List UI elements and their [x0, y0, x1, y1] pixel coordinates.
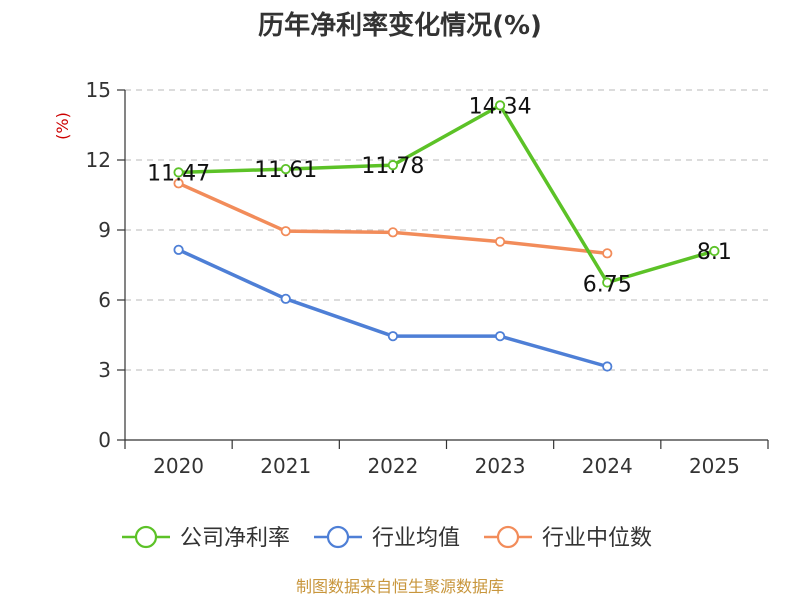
- series-1: [173, 244, 613, 372]
- legend-swatch-marker: [134, 525, 158, 549]
- legend-label: 行业均值: [372, 526, 460, 551]
- legend-label: 行业中位数: [542, 526, 652, 551]
- series-layer: [173, 100, 720, 372]
- data-point: [602, 361, 613, 372]
- y-tick-label: 12: [86, 148, 111, 172]
- x-tick-label: 2022: [367, 454, 418, 478]
- y-axis-label: (%): [53, 112, 72, 140]
- data-point: [602, 277, 613, 288]
- data-point: [494, 100, 506, 111]
- x-tick-label: 2025: [689, 454, 740, 478]
- data-point: [494, 331, 506, 342]
- data-point: [280, 164, 291, 175]
- legend-item-2: 行业中位数: [484, 525, 652, 551]
- y-tick-label: 6: [98, 288, 111, 312]
- source-note: 制图数据来自恒生聚源数据库: [296, 577, 504, 596]
- series-line: [177, 181, 608, 256]
- legend-label: 公司净利率: [180, 526, 290, 551]
- data-point: [280, 226, 291, 237]
- series-2: [173, 178, 613, 259]
- data-point: [387, 160, 399, 171]
- data-point: [387, 331, 399, 342]
- data-label: 6.75: [583, 273, 632, 298]
- x-tick-label: 2020: [153, 454, 204, 478]
- chart-title: 历年净利率变化情况(%): [258, 10, 542, 41]
- data-point: [280, 293, 291, 304]
- legend-item-0: 公司净利率: [122, 525, 290, 551]
- data-label: 14.34: [469, 94, 532, 119]
- data-point: [494, 236, 506, 247]
- axes: 0 3 6 9 12 15 2020 2021 2022 2023 2024 2025: [86, 78, 769, 478]
- data-label: 11.61: [254, 158, 317, 183]
- legend: 公司净利率 行业均值 行业中位数: [122, 525, 652, 551]
- x-tick-label: 2023: [475, 454, 526, 478]
- series-line: [177, 248, 608, 369]
- series-0: [173, 100, 720, 288]
- data-labels: 11.47 11.61 11.78 14.34 6.75 8.1: [147, 94, 732, 297]
- y-tick-label: 15: [86, 78, 111, 102]
- data-label: 11.78: [361, 154, 424, 179]
- legend-swatch-marker: [326, 525, 350, 549]
- data-point: [173, 178, 184, 189]
- series-line: [178, 103, 715, 285]
- gridlines: [125, 89, 768, 371]
- legend-item-1: 行业均值: [314, 525, 460, 551]
- data-label: 8.1: [697, 240, 732, 265]
- legend-swatch-marker: [496, 525, 520, 549]
- y-tick-label: 0: [98, 428, 111, 452]
- data-point: [387, 227, 399, 238]
- data-point: [173, 244, 184, 255]
- y-tick-label: 9: [98, 218, 111, 242]
- data-label: 11.47: [147, 161, 210, 186]
- x-tick-label: 2021: [260, 454, 311, 478]
- y-tick-label: 3: [98, 358, 111, 382]
- data-point: [709, 245, 720, 257]
- data-point: [173, 167, 184, 178]
- x-tick-label: 2024: [582, 454, 633, 478]
- data-point: [602, 248, 613, 259]
